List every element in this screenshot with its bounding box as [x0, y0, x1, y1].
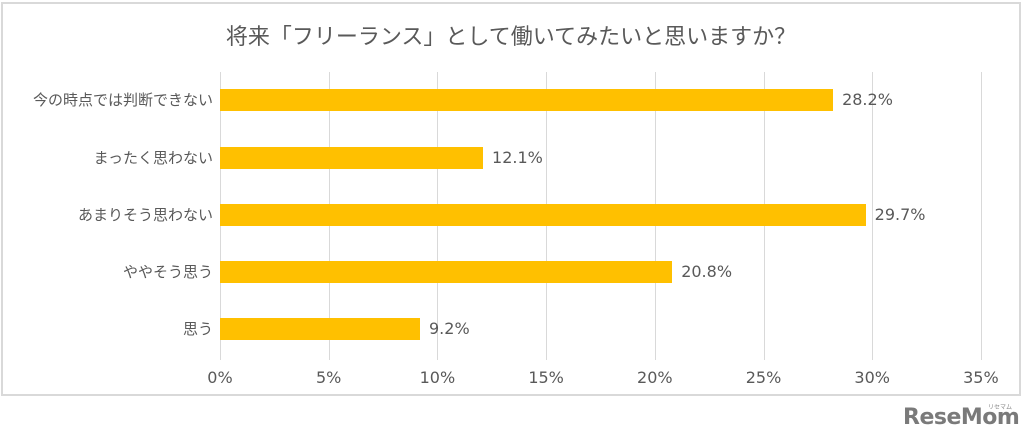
- value-label: 28.2%: [842, 90, 893, 109]
- category-label: 思う: [182, 320, 213, 338]
- resemom-logo: ReseMom: [903, 405, 1020, 430]
- x-tick-label: 30%: [854, 368, 890, 387]
- bar: [220, 89, 834, 111]
- bar: [220, 147, 484, 169]
- category-label: 今の時点では判断できない: [32, 91, 213, 109]
- x-tick-label: 0%: [207, 368, 233, 387]
- value-label: 29.7%: [874, 205, 926, 224]
- bar: [220, 261, 673, 283]
- bar: [220, 204, 866, 226]
- category-label: まったく思わない: [93, 149, 213, 167]
- x-tick-label: 35%: [963, 368, 999, 387]
- value-label: 9.2%: [429, 319, 470, 338]
- x-tick-label: 20%: [637, 368, 673, 387]
- bar: [220, 318, 420, 340]
- category-label: あまりそう思わない: [77, 206, 213, 224]
- x-tick-label: 25%: [745, 368, 782, 387]
- chart-title: 将来「フリーランス」として働いてみたいと思いますか？: [225, 25, 797, 50]
- gridline: [980, 72, 982, 360]
- value-label: 12.1%: [492, 148, 543, 167]
- x-tick-label: 10%: [419, 368, 456, 387]
- category-label: ややそう思う: [122, 263, 213, 281]
- value-label: 20.8%: [681, 262, 733, 281]
- chart-container: 将来「フリーランス」として働いてみたいと思いますか？ 0% 5% 10% 15% 20%…: [1, 2, 1021, 396]
- x-tick-label: 15%: [528, 368, 564, 387]
- gridline: [872, 72, 874, 360]
- resemom-logo-reading: リセマム: [988, 404, 1013, 411]
- x-tick-label: 5%: [315, 368, 342, 387]
